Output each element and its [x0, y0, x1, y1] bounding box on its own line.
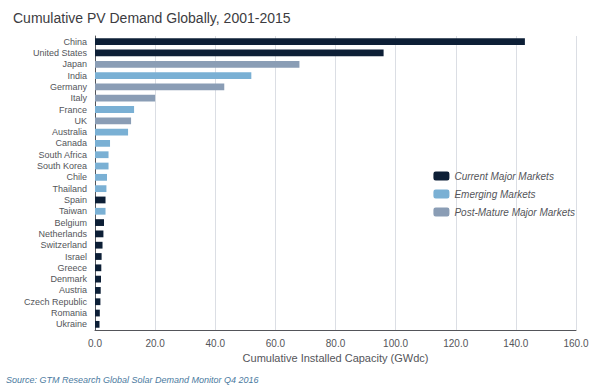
svg-text:Switzerland: Switzerland [40, 240, 87, 250]
svg-text:160.0: 160.0 [563, 338, 588, 349]
svg-text:60.0: 60.0 [266, 338, 286, 349]
svg-text:Belgium: Belgium [54, 218, 87, 228]
svg-text:Cumulative PV Demand Globally,: Cumulative PV Demand Globally, 2001-2015 [13, 10, 291, 26]
svg-text:0.0: 0.0 [88, 338, 102, 349]
svg-text:Greece: Greece [57, 263, 87, 273]
svg-text:140.0: 140.0 [503, 338, 528, 349]
svg-text:Denmark: Denmark [50, 274, 87, 284]
svg-text:Australia: Australia [52, 127, 87, 137]
svg-text:Czech Republic: Czech Republic [24, 297, 88, 307]
svg-text:Emerging Markets: Emerging Markets [454, 189, 535, 200]
svg-text:India: India [67, 71, 87, 81]
svg-text:Canada: Canada [55, 138, 87, 148]
svg-text:Taiwan: Taiwan [59, 206, 87, 216]
svg-text:Post-Mature Major Markets: Post-Mature Major Markets [454, 207, 575, 218]
svg-text:Current Major Markets: Current Major Markets [454, 171, 553, 182]
svg-text:South Korea: South Korea [37, 161, 87, 171]
svg-text:120.0: 120.0 [443, 338, 468, 349]
svg-text:Romania: Romania [51, 308, 87, 318]
svg-text:United States: United States [33, 48, 88, 58]
svg-text:20.0: 20.0 [145, 338, 165, 349]
svg-text:China: China [63, 37, 87, 47]
svg-text:Israel: Israel [65, 252, 87, 262]
svg-text:Italy: Italy [70, 93, 87, 103]
svg-text:Ukraine: Ukraine [56, 319, 87, 329]
svg-text:South Africa: South Africa [38, 150, 87, 160]
svg-text:Thailand: Thailand [52, 184, 87, 194]
svg-text:Germany: Germany [50, 82, 88, 92]
svg-text:Japan: Japan [62, 59, 87, 69]
svg-text:Austria: Austria [59, 285, 87, 295]
svg-text:Source: GTM Research Global So: Source: GTM Research Global Solar Demand… [6, 375, 259, 385]
svg-text:80.0: 80.0 [326, 338, 346, 349]
svg-text:UK: UK [74, 116, 87, 126]
svg-text:Spain: Spain [64, 195, 87, 205]
svg-text:Cumulative Installed Capacity: Cumulative Installed Capacity (GWdc) [243, 352, 429, 364]
svg-text:Netherlands: Netherlands [38, 229, 87, 239]
svg-text:France: France [59, 105, 87, 115]
svg-text:100.0: 100.0 [383, 338, 408, 349]
svg-text:40.0: 40.0 [206, 338, 226, 349]
svg-text:Chile: Chile [66, 172, 87, 182]
